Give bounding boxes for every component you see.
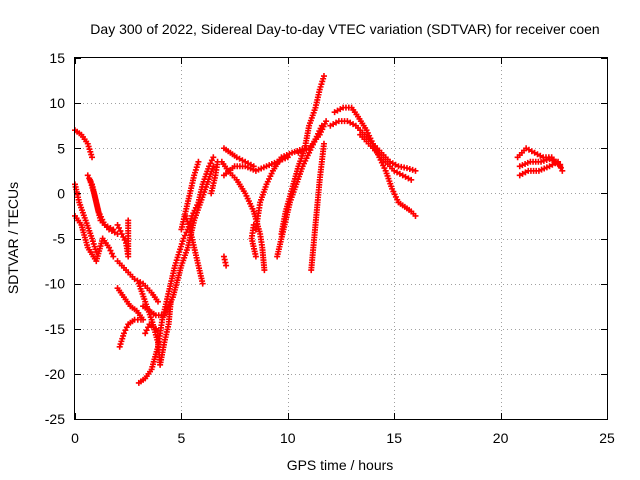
x-axis-title: GPS time / hours bbox=[287, 457, 394, 473]
x-tick-label: 10 bbox=[280, 430, 296, 446]
data-point bbox=[89, 154, 96, 161]
data-point bbox=[120, 233, 127, 240]
data-point bbox=[117, 227, 124, 234]
data-point bbox=[557, 161, 564, 168]
data-point bbox=[403, 165, 410, 172]
data-point bbox=[121, 237, 128, 244]
data-point bbox=[323, 118, 330, 125]
data-point bbox=[180, 235, 187, 242]
data-point bbox=[84, 172, 91, 179]
data-point bbox=[114, 221, 121, 228]
data-point bbox=[137, 316, 144, 323]
data-series-arc-22 bbox=[248, 221, 259, 260]
data-point bbox=[122, 327, 129, 334]
y-tick-label: -25 bbox=[45, 411, 65, 427]
data-point bbox=[559, 167, 566, 174]
chart-title: Day 300 of 2022, Sidereal Day-to-day VTE… bbox=[90, 21, 599, 37]
data-series-arc-29 bbox=[357, 131, 415, 183]
y-tick-label: 15 bbox=[49, 50, 65, 66]
data-point bbox=[406, 166, 413, 173]
data-series-arc-2 bbox=[72, 181, 100, 256]
y-tick-label: -5 bbox=[53, 231, 66, 247]
data-point bbox=[142, 330, 149, 337]
axis-ticks bbox=[75, 58, 608, 420]
data-point bbox=[107, 247, 114, 254]
data-series-arc-14 bbox=[178, 158, 202, 233]
x-tick-label: 5 bbox=[178, 430, 186, 446]
data-point bbox=[120, 330, 127, 337]
data-point bbox=[108, 250, 115, 257]
data-point bbox=[538, 158, 545, 165]
data-point bbox=[143, 327, 150, 334]
data-series-arc-1 bbox=[72, 127, 96, 161]
data-point bbox=[181, 232, 188, 239]
data-point bbox=[409, 166, 416, 173]
x-tick-label: 25 bbox=[599, 430, 615, 446]
data-point bbox=[210, 154, 217, 161]
data-series-arc-13 bbox=[142, 321, 164, 337]
y-tick-label: -15 bbox=[45, 321, 65, 337]
data-point bbox=[210, 163, 217, 170]
data-point bbox=[320, 73, 327, 80]
data-series-arc-28 bbox=[327, 118, 419, 174]
data-point bbox=[110, 253, 117, 260]
y-tick-label: 0 bbox=[57, 185, 65, 201]
data-point bbox=[543, 156, 550, 163]
data-point bbox=[106, 244, 113, 251]
data-point bbox=[123, 324, 130, 331]
data-series-arc-9 bbox=[116, 316, 144, 350]
data-series-arc-26 bbox=[295, 118, 330, 156]
data-series-arc-6 bbox=[114, 217, 132, 260]
data-point bbox=[252, 253, 259, 260]
data-point bbox=[154, 298, 161, 305]
data-series-arc-16 bbox=[208, 158, 221, 197]
tick-labels: 0 5 10 15 20 25 -25 -20 -15 -10 -5 0 5 10 15 bbox=[45, 50, 615, 446]
plot-frame bbox=[74, 57, 608, 420]
data-point bbox=[125, 217, 132, 224]
data-point bbox=[208, 157, 215, 164]
x-tick-label: 20 bbox=[493, 430, 509, 446]
data-point bbox=[223, 262, 230, 269]
data-point bbox=[408, 176, 415, 183]
data-point bbox=[157, 330, 164, 337]
data-point bbox=[320, 140, 327, 147]
data-point bbox=[540, 157, 547, 164]
data-series bbox=[72, 73, 566, 386]
data-point bbox=[412, 212, 419, 219]
x-tick-label: 0 bbox=[71, 430, 79, 446]
data-series-arc-5 bbox=[86, 176, 117, 233]
data-point bbox=[145, 324, 152, 331]
data-point bbox=[195, 158, 202, 165]
data-point bbox=[110, 226, 117, 233]
data-series-arc-3 bbox=[72, 212, 117, 265]
y-tick-label: 10 bbox=[49, 95, 65, 111]
data-series-arc-17 bbox=[220, 253, 230, 269]
data-point bbox=[118, 230, 125, 237]
data-series-arc-32 bbox=[516, 156, 564, 170]
y-tick-label: -10 bbox=[45, 276, 65, 292]
data-point bbox=[207, 160, 214, 167]
data-series-arc-15 bbox=[182, 212, 206, 287]
y-axis-title: SDTVAR / TECUs bbox=[5, 182, 21, 294]
data-point bbox=[261, 267, 268, 274]
data-point bbox=[115, 224, 122, 231]
grid bbox=[75, 58, 607, 419]
y-tick-label: 5 bbox=[57, 140, 65, 156]
y-tick-label: -20 bbox=[45, 366, 65, 382]
x-tick-label: 15 bbox=[386, 430, 402, 446]
data-series-arc-25 bbox=[308, 140, 327, 274]
data-point bbox=[199, 280, 206, 287]
data-point bbox=[412, 167, 419, 174]
